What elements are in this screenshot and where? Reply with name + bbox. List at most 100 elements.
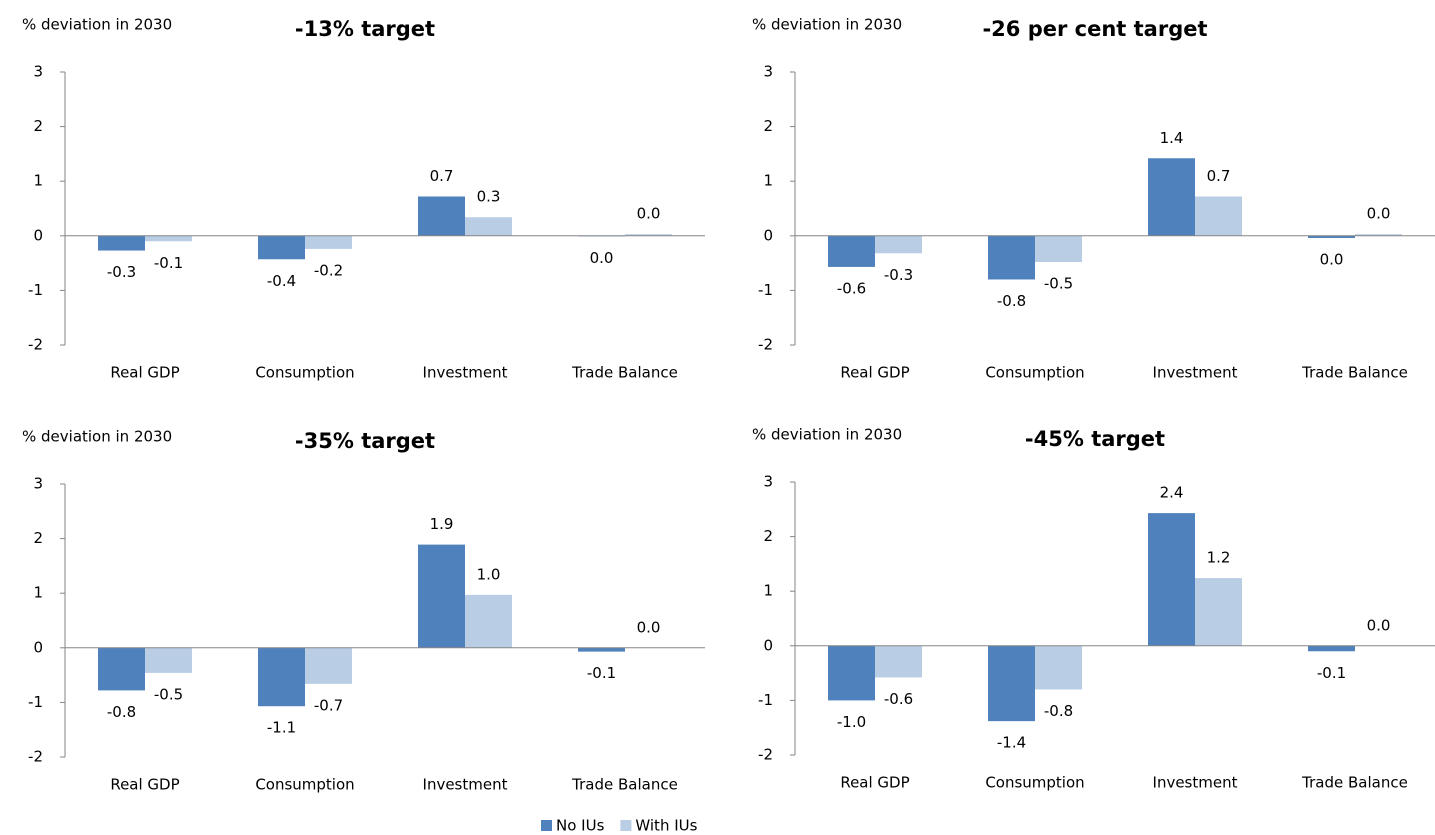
data-label: -0.1 [1317, 664, 1346, 682]
y-tick-label: -1 [28, 693, 43, 711]
bar [98, 235, 145, 251]
data-label: -0.3 [884, 266, 913, 284]
bar [258, 235, 305, 260]
data-label: 0.0 [1320, 250, 1344, 268]
bar [258, 647, 305, 707]
x-tick-label: Real GDP [840, 364, 909, 382]
bar [305, 647, 352, 684]
chart-panel: % deviation in 2030 -45% target -2 -1 0 1 2 3 Re… [752, 426, 1435, 792]
x-tick-label: Trade Balance [1301, 774, 1408, 792]
bar [98, 647, 145, 691]
data-label: -0.4 [267, 272, 296, 290]
data-label: 0.0 [637, 205, 661, 223]
chart-title: -26 per cent target [982, 17, 1207, 41]
bar [875, 235, 922, 254]
x-tick-label: Real GDP [840, 774, 909, 792]
bar [1195, 578, 1242, 646]
data-label: -0.6 [884, 690, 913, 708]
x-tick-label: Investment [1153, 774, 1238, 792]
y-tick-label: -1 [758, 281, 773, 299]
legend: No IUs With IUs [541, 817, 698, 835]
data-label: 0.3 [477, 188, 501, 206]
data-label: -0.2 [314, 261, 343, 279]
data-label: -0.1 [154, 254, 183, 272]
chart-panel: % deviation in 2030 -26 per cent target -2… [752, 16, 1435, 382]
bar [578, 647, 625, 652]
bar [1308, 645, 1355, 652]
y-tick-label: 2 [33, 117, 43, 135]
y-axis-label: % deviation in 2030 [752, 426, 902, 444]
data-label: 0.7 [430, 167, 454, 185]
y-tick-label: 0 [33, 226, 43, 244]
x-tick-label: Consumption [985, 774, 1084, 792]
y-tick-label: 3 [763, 473, 773, 491]
data-label: 1.0 [477, 565, 501, 583]
y-tick-label: 3 [33, 63, 43, 81]
x-tick-label: Trade Balance [571, 776, 678, 794]
y-tick-label: 2 [33, 529, 43, 547]
x-tick-label: Investment [1153, 364, 1238, 382]
x-tick-label: Investment [423, 776, 508, 794]
data-label: -0.7 [314, 696, 343, 714]
data-label: -0.8 [1044, 702, 1073, 720]
bar [988, 645, 1035, 722]
x-tick-label: Consumption [255, 776, 354, 794]
bar [305, 235, 352, 249]
bar [1195, 196, 1242, 236]
y-tick-label: 1 [763, 172, 773, 190]
bar [1148, 158, 1195, 236]
x-tick-label: Consumption [985, 364, 1084, 382]
bar [1148, 513, 1195, 646]
data-label: -1.1 [267, 719, 296, 737]
y-tick-label: 0 [763, 226, 773, 244]
data-label: -0.5 [154, 685, 183, 703]
data-label: -0.5 [1044, 275, 1073, 293]
bar [625, 234, 672, 236]
bar [418, 544, 465, 648]
y-tick-label: 1 [33, 172, 43, 190]
data-label: -0.8 [107, 703, 136, 721]
data-label: -0.1 [587, 664, 616, 682]
y-tick-label: 2 [763, 117, 773, 135]
data-label: 1.9 [430, 515, 454, 533]
chart-panel: % deviation in 2030 -35% target -2 -1 0 1 2 3 Re… [22, 428, 705, 794]
x-tick-label: Investment [423, 364, 508, 382]
y-tick-label: -2 [28, 336, 43, 354]
data-label: -1.0 [837, 713, 866, 731]
y-tick-label: 3 [33, 475, 43, 493]
y-tick-label: -2 [758, 746, 773, 764]
bar [145, 235, 192, 242]
bar [465, 217, 512, 236]
y-tick-label: 3 [763, 63, 773, 81]
x-tick-label: Consumption [255, 364, 354, 382]
chart-title: -13% target [295, 17, 435, 41]
chart-title: -45% target [1025, 427, 1165, 451]
y-tick-label: 0 [763, 636, 773, 654]
y-tick-label: -2 [28, 748, 43, 766]
y-tick-label: -1 [28, 281, 43, 299]
data-label: 2.4 [1160, 484, 1184, 502]
data-label: 0.0 [1367, 205, 1391, 223]
x-tick-label: Trade Balance [571, 364, 678, 382]
bar [988, 235, 1035, 280]
data-label: -1.4 [997, 734, 1026, 752]
bar [1355, 234, 1402, 236]
bar [875, 645, 922, 678]
chart-title: -35% target [295, 429, 435, 453]
y-tick-label: 1 [33, 584, 43, 602]
x-tick-label: Trade Balance [1301, 364, 1408, 382]
bar [145, 647, 192, 673]
legend-label: No IUs [556, 817, 605, 835]
data-label: -0.8 [997, 292, 1026, 310]
bar [418, 196, 465, 236]
y-axis-label: % deviation in 2030 [22, 16, 172, 34]
y-tick-label: 0 [33, 638, 43, 656]
y-tick-label: 2 [763, 527, 773, 545]
data-label: 0.0 [637, 618, 661, 636]
data-label: 0.0 [1367, 616, 1391, 634]
bar [465, 594, 512, 648]
y-tick-label: -2 [758, 336, 773, 354]
x-tick-label: Real GDP [110, 776, 179, 794]
